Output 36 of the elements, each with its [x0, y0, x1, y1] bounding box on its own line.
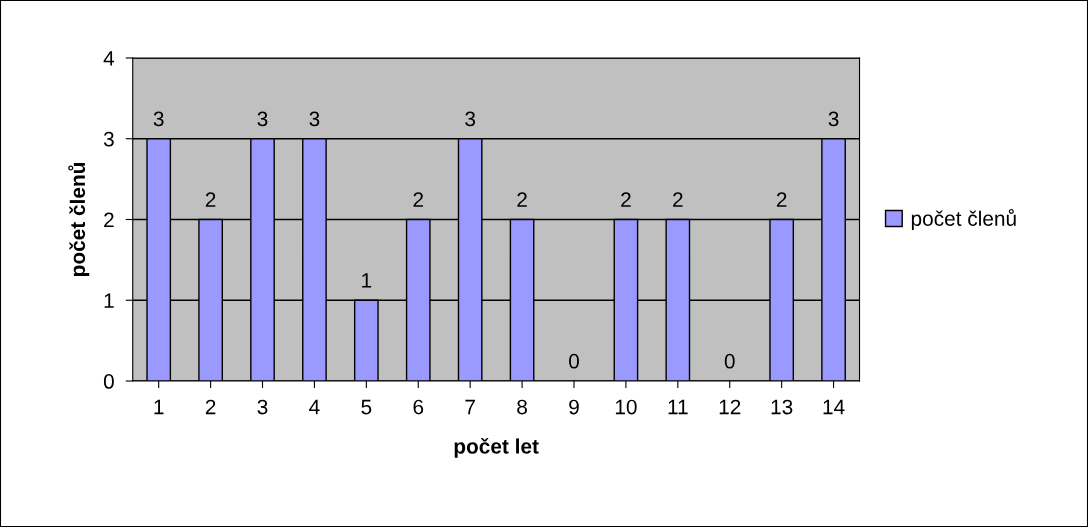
x-tick-label: 1	[154, 399, 164, 415]
data-label: 0	[724, 353, 735, 369]
x-tick-label: 7	[465, 399, 475, 415]
data-label: 3	[828, 111, 839, 127]
y-axis-title: počet členů	[68, 162, 90, 276]
data-label: 2	[517, 192, 527, 207]
data-label: 2	[673, 192, 683, 207]
x-tick-label: 8	[517, 399, 527, 415]
x-tick-label: 4	[309, 399, 320, 415]
data-label: 3	[309, 111, 320, 127]
data-label: 2	[413, 192, 424, 207]
x-tick-label: 6	[413, 399, 424, 415]
legend-label: počet členů	[911, 208, 1016, 231]
data-label: 2	[621, 192, 631, 207]
data-label: 3	[153, 111, 164, 127]
data-label: 3	[465, 111, 476, 127]
x-tick-label: 10	[615, 399, 637, 415]
data-label: 3	[257, 111, 268, 127]
x-tick-label: 3	[257, 399, 268, 415]
y-tick-label: 4	[103, 51, 115, 66]
x-tick-label: 14	[823, 399, 845, 415]
x-tick-label: 11	[668, 399, 688, 415]
x-tick-label: 9	[569, 399, 579, 415]
y-tick-label: 0	[103, 374, 114, 389]
y-tick-label: 3	[103, 131, 114, 147]
data-label: 2	[776, 192, 787, 207]
data-label: 0	[569, 353, 579, 369]
x-tick-label: 2	[205, 399, 216, 415]
data-label: 2	[205, 192, 216, 207]
y-tick-label: 2	[104, 212, 114, 228]
x-tick-label: 13	[771, 399, 793, 415]
x-tick-label: 12	[719, 399, 741, 415]
x-axis-title: počet let	[454, 437, 539, 458]
y-tick-label: 1	[104, 293, 114, 308]
x-tick-label: 5	[361, 399, 372, 415]
data-label: 1	[362, 273, 372, 288]
